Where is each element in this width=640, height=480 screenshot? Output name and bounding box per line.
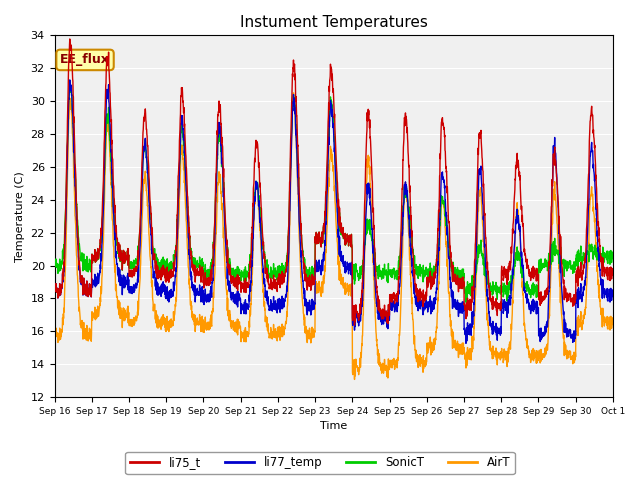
li75_t bbox=[560, 281, 568, 287]
SonicT bbox=[575, 251, 583, 257]
Line: AirT: AirT bbox=[54, 93, 613, 379]
li77_temp bbox=[497, 332, 504, 338]
Line: SonicT: SonicT bbox=[54, 82, 613, 302]
li77_temp bbox=[66, 77, 74, 83]
SonicT bbox=[66, 79, 74, 84]
li75_t bbox=[350, 308, 358, 314]
Legend: li75_t, li77_temp, SonicT, AirT: li75_t, li77_temp, SonicT, AirT bbox=[125, 452, 515, 474]
li75_t bbox=[207, 271, 214, 276]
SonicT bbox=[462, 300, 470, 305]
AirT bbox=[609, 318, 617, 324]
SonicT bbox=[362, 230, 370, 236]
Text: EE_flux: EE_flux bbox=[60, 53, 110, 66]
Line: li77_temp: li77_temp bbox=[54, 80, 613, 343]
li75_t bbox=[363, 139, 371, 145]
SonicT bbox=[51, 261, 58, 266]
li75_t bbox=[497, 308, 504, 313]
SonicT bbox=[350, 267, 358, 273]
li77_temp bbox=[51, 285, 58, 291]
AirT bbox=[351, 376, 358, 382]
li77_temp bbox=[575, 289, 583, 295]
li75_t bbox=[66, 36, 74, 42]
li75_t bbox=[351, 322, 358, 328]
li77_temp bbox=[350, 313, 358, 319]
li75_t bbox=[609, 269, 617, 275]
li77_temp bbox=[560, 313, 568, 319]
li77_temp bbox=[462, 340, 470, 346]
Title: Instument Temperatures: Instument Temperatures bbox=[240, 15, 428, 30]
X-axis label: Time: Time bbox=[320, 421, 348, 432]
Y-axis label: Temperature (C): Temperature (C) bbox=[15, 171, 25, 262]
li77_temp bbox=[362, 207, 370, 213]
AirT bbox=[51, 330, 58, 336]
SonicT bbox=[560, 259, 568, 264]
AirT bbox=[350, 362, 358, 368]
li77_temp bbox=[207, 288, 214, 293]
AirT bbox=[497, 357, 504, 363]
AirT bbox=[560, 336, 568, 342]
AirT bbox=[206, 318, 214, 324]
SonicT bbox=[497, 291, 504, 297]
li75_t bbox=[51, 285, 58, 291]
SonicT bbox=[207, 263, 214, 269]
AirT bbox=[363, 186, 371, 192]
Line: li75_t: li75_t bbox=[54, 39, 613, 325]
AirT bbox=[290, 90, 298, 96]
SonicT bbox=[609, 252, 617, 258]
li75_t bbox=[575, 267, 583, 273]
AirT bbox=[575, 317, 583, 323]
li77_temp bbox=[609, 290, 617, 296]
